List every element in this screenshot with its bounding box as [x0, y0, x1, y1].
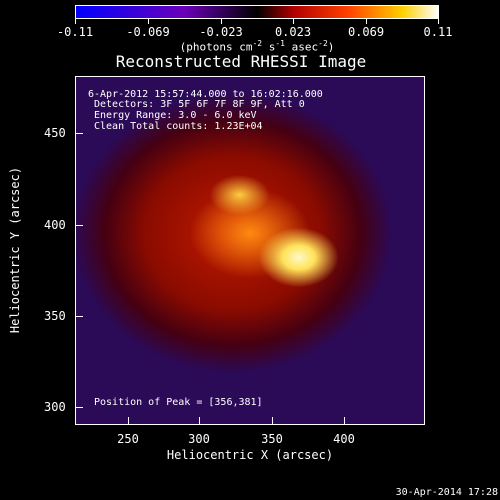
x-axis-tick [199, 417, 200, 425]
units-exp: -1 [275, 39, 285, 48]
y-axis-label: Heliocentric Y (arcsec) [8, 166, 22, 334]
y-axis-tick-label: 400 [44, 218, 66, 232]
units-exp: -2 [252, 39, 263, 48]
x-axis-tick [128, 417, 129, 425]
units-exp: -2 [318, 39, 328, 48]
units-suffix: ) [327, 40, 335, 54]
colorbar-tick-label: 0.069 [347, 25, 385, 39]
colorbar-tick-label: -0.023 [199, 25, 243, 39]
colorbar-tick [438, 19, 439, 24]
energy-range-annotation: Energy Range: 3.0 - 6.0 keV [94, 110, 257, 121]
x-axis-label: Heliocentric X (arcsec) [166, 448, 334, 462]
x-axis-tick [344, 417, 345, 425]
colorbar-tick-label: -0.069 [126, 25, 170, 39]
rhessi-image-plot: 6-Apr-2012 15:57:44.000 to 16:02:16.000 … [75, 76, 425, 425]
y-axis-tick-label: 300 [44, 400, 66, 414]
units-mid: asec [285, 40, 319, 54]
y-axis-tick-label: 450 [44, 126, 66, 140]
colorbar-tick-label: -0.11 [56, 25, 94, 39]
colorbar-units: (photons cm-2 s-1 asec-2) [180, 40, 335, 53]
render-timestamp: 30-Apr-2014 17:28 [395, 487, 498, 498]
colorbar-tick [293, 19, 294, 24]
detectors-annotation: Detectors: 3F 5F 6F 7F 8F 9F, Att 0 [94, 99, 305, 110]
y-axis-tick [75, 225, 83, 226]
y-axis-tick-label: 350 [44, 309, 66, 323]
clean-counts-annotation: Clean Total counts: 1.23E+04 [94, 121, 263, 132]
colorbar-tick-label: 0.11 [423, 25, 453, 39]
colorbar-tick [221, 19, 222, 24]
x-axis-tick [272, 417, 273, 425]
x-axis-tick-label: 250 [117, 432, 139, 446]
colorbar-tick [366, 19, 367, 24]
y-axis-tick [75, 133, 83, 134]
x-axis-tick-label: 400 [333, 432, 355, 446]
units-prefix: (photons cm [179, 40, 253, 54]
units-mid: s [262, 40, 276, 54]
time-range-annotation: 6-Apr-2012 15:57:44.000 to 16:02:16.000 [88, 89, 323, 100]
y-axis-tick [75, 316, 83, 317]
x-axis-tick-label: 300 [188, 432, 210, 446]
y-axis-tick [75, 407, 83, 408]
colorbar-tick [75, 19, 76, 24]
colorbar-tick [148, 19, 149, 24]
peak-position-annotation: Position of Peak = [356,381] [94, 397, 263, 408]
colorbar-tick-label: 0.023 [274, 25, 312, 39]
image-title: Reconstructed RHESSI Image [115, 52, 367, 71]
heatmap-image [76, 77, 424, 424]
colorbar [75, 5, 439, 19]
x-axis-tick-label: 350 [261, 432, 283, 446]
